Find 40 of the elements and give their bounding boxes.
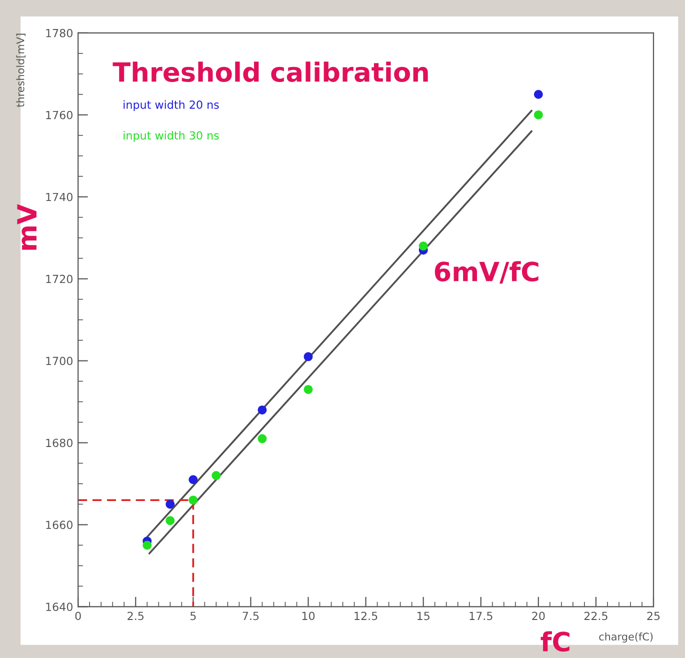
point (166, 516, 175, 526)
text: input width 30 ns (124, 131, 219, 142)
y-tick-label: 1680 (46, 438, 72, 448)
y-tick-label: 1780 (46, 28, 72, 38)
point (418, 242, 428, 251)
x-tick-label: 15 (417, 612, 430, 620)
text: fC (540, 631, 570, 652)
y-tick-label: 1700 (46, 356, 72, 366)
point (166, 500, 175, 509)
point (188, 475, 198, 484)
point (304, 384, 313, 394)
x-tick-label: 7.5 (242, 612, 259, 620)
x-tick-label: 12.5 (354, 612, 378, 620)
point (534, 110, 543, 120)
x-tick-label: 5 (190, 612, 196, 620)
point (188, 496, 198, 505)
text: input width 20 ns (124, 100, 219, 112)
y-tick-label: 1720 (46, 274, 72, 284)
x-tick-label: 20 (532, 612, 545, 620)
y-tick-label: 1640 (46, 602, 72, 612)
annotation: 6mV/fC (434, 261, 538, 284)
point (142, 540, 152, 550)
point (534, 90, 543, 99)
point (212, 471, 221, 480)
point (258, 405, 267, 414)
x-axis-title: charge(fC) (599, 632, 653, 643)
x-tick-label: 2.5 (128, 612, 144, 620)
x-tick-label: 25 (647, 612, 660, 620)
x-tick-label: 0 (75, 612, 81, 620)
y-tick-label: 1740 (46, 192, 72, 202)
x-tick-label: 17.5 (470, 612, 492, 620)
point (258, 434, 267, 444)
y-tick-label: 1760 (46, 110, 72, 120)
y-axis-title: threshold[mV] (16, 34, 26, 108)
text: mV (17, 204, 36, 250)
x-tick-label: 10 (302, 612, 315, 620)
text: Threshold calibration (112, 62, 428, 82)
x-tick-label: 22.5 (584, 612, 608, 620)
y-tick-label: 1660 (46, 520, 72, 530)
point (304, 352, 313, 362)
